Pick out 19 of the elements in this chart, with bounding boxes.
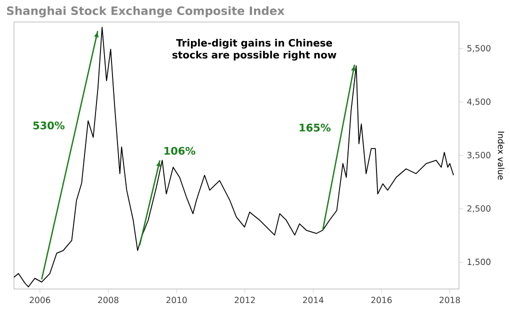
annotation: Triple-digit gains in Chinese stocks are possible right now bbox=[172, 38, 336, 61]
y-tick-label: 4,500 bbox=[467, 98, 490, 106]
x-tick-label: 2008 bbox=[98, 296, 118, 304]
x-tick-label: 2012 bbox=[234, 296, 255, 304]
y-tick-label: 2,500 bbox=[467, 205, 490, 213]
y-tick-label: 5,500 bbox=[467, 45, 490, 52]
x-tick-label: 2018 bbox=[440, 296, 460, 304]
x-tick-label: 2006 bbox=[30, 296, 50, 304]
x-tick-label: 2014 bbox=[303, 296, 324, 304]
annotation: 530% bbox=[33, 121, 65, 130]
x-tick-label: 2010 bbox=[166, 296, 187, 304]
y-tick-label: 1,500 bbox=[468, 258, 490, 266]
annotation: 165% bbox=[300, 124, 331, 132]
chart-title: Shanghai Stock Exchange Composite Index bbox=[7, 6, 284, 18]
x-tick-label: 2016 bbox=[371, 296, 392, 304]
annotation: 106% bbox=[164, 146, 196, 155]
y-tick-label: 3,500 bbox=[467, 152, 490, 160]
line-series bbox=[14, 26, 454, 288]
y-axis-title: Index value bbox=[498, 132, 504, 180]
